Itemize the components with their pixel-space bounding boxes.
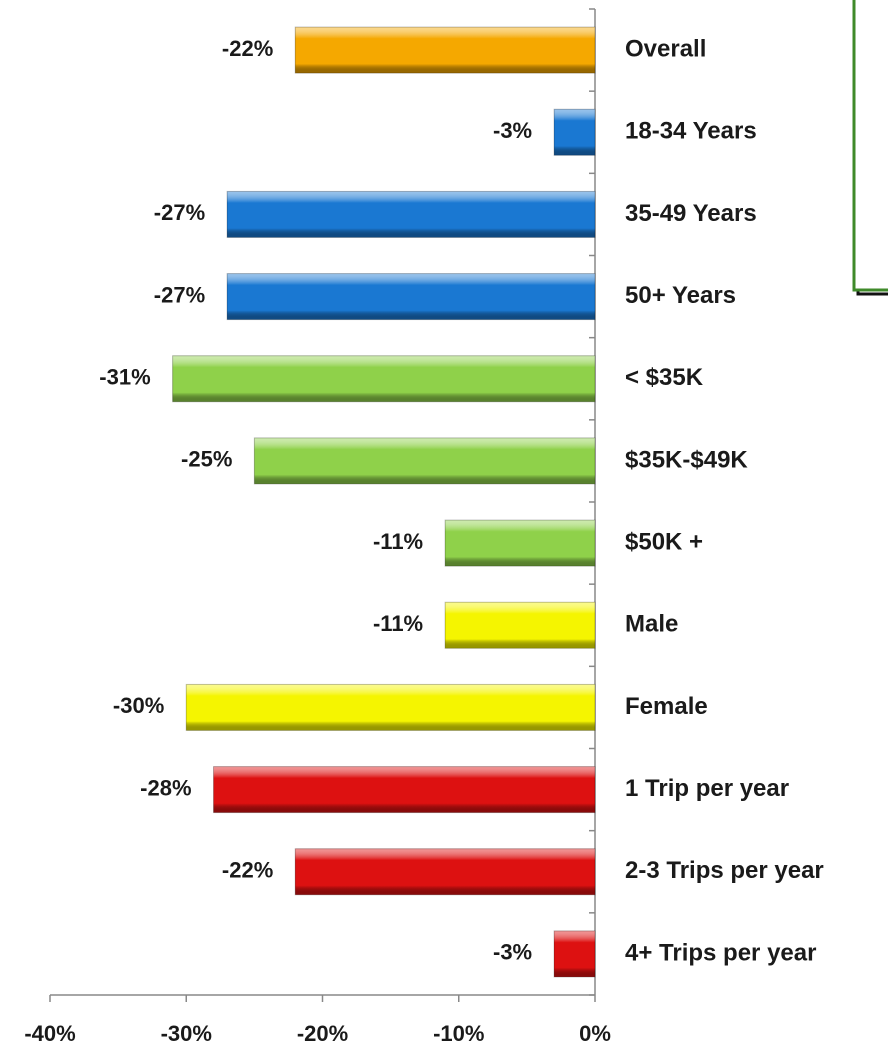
x-tick-label: 0% — [579, 1021, 611, 1046]
x-tick-label: -40% — [24, 1021, 75, 1046]
bar — [553, 108, 596, 156]
value-label: -31% — [99, 365, 150, 390]
value-label: -27% — [154, 200, 205, 225]
category-label: 1 Trip per year — [625, 775, 789, 802]
value-label: -3% — [493, 118, 532, 143]
x-tick-label: -10% — [433, 1021, 484, 1046]
x-tick-label: -20% — [297, 1021, 348, 1046]
category-label: 4+ Trips per year — [625, 939, 816, 966]
bar — [553, 930, 596, 978]
bar — [444, 519, 596, 567]
category-label: 50+ Years — [625, 282, 736, 309]
note-box — [852, 0, 888, 292]
value-label: -3% — [493, 940, 532, 965]
category-label: < $35K — [625, 364, 704, 391]
x-tick-label: -30% — [161, 1021, 212, 1046]
category-label: Male — [625, 611, 678, 638]
category-label: Female — [625, 693, 708, 720]
category-label: 18-34 Years — [625, 118, 757, 145]
value-label: -11% — [373, 611, 423, 636]
value-label: -11% — [373, 529, 423, 554]
bar — [444, 601, 596, 649]
value-label: -22% — [222, 36, 273, 61]
bar — [294, 26, 596, 74]
value-label: -25% — [181, 447, 232, 472]
category-label: 2-3 Trips per year — [625, 857, 824, 884]
bar — [185, 683, 596, 731]
category-label: $50K + — [625, 528, 703, 555]
category-label: Overall — [625, 35, 706, 62]
category-label: $35K-$49K — [625, 446, 748, 473]
bar — [172, 355, 596, 403]
bar — [226, 190, 596, 238]
bar — [226, 273, 596, 321]
value-label: -27% — [154, 282, 205, 307]
bar — [253, 437, 596, 485]
value-label: -28% — [140, 775, 191, 800]
value-label: -30% — [113, 693, 164, 718]
bar — [294, 848, 596, 896]
bar — [213, 766, 596, 814]
category-label: 35-49 Years — [625, 200, 757, 227]
value-label: -22% — [222, 858, 273, 883]
